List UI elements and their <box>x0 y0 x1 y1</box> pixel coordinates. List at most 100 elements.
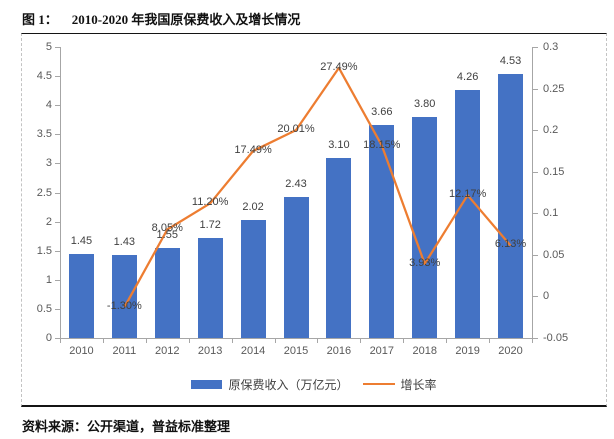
y-axis-right-tick-label: 0.3 <box>543 41 559 53</box>
x-axis-tick <box>532 338 533 343</box>
bar-value-label: 1.55 <box>156 228 178 241</box>
y-axis-left-tick-label: 0 <box>45 332 52 344</box>
bar-value-label: 2.02 <box>242 201 264 214</box>
bar-value-label: 4.26 <box>456 71 479 84</box>
y-axis-right-tick-label: -0.05 <box>543 332 569 344</box>
y-axis-right-tick <box>533 171 538 173</box>
bar-2020 <box>498 74 524 338</box>
figure-label: 图 1： <box>22 12 58 27</box>
y-axis-left-tick <box>55 338 60 339</box>
x-axis-category-label: 2018 <box>412 345 437 357</box>
bar-value-label: 4.53 <box>499 55 522 68</box>
bar-value-label: 3.10 <box>328 138 350 151</box>
growth-rate-label: 12.17% <box>448 188 487 201</box>
y-axis-left-tick <box>55 221 60 223</box>
x-axis <box>60 338 533 339</box>
bar-value-label: 2.43 <box>285 177 307 190</box>
y-axis-right-tick <box>533 47 538 48</box>
growth-rate-polyline <box>123 66 512 308</box>
y-axis-left-tick-label: 4.5 <box>36 70 52 83</box>
y-axis-right-tick-label: 0.2 <box>543 124 559 137</box>
bar-2013 <box>197 237 223 338</box>
x-axis-tick <box>446 338 448 343</box>
y-axis-left-tick-label: 2 <box>45 215 52 228</box>
bar-2019 <box>455 90 481 338</box>
x-axis-category-label: 2017 <box>369 345 395 357</box>
growth-rate-label: 8.05% <box>151 222 183 235</box>
y-axis-left-tick-label: 5 <box>45 41 52 53</box>
y-axis-left-tick-label: 1.5 <box>36 244 52 257</box>
figure-title: 图 1： 2010-2020 年我国原保费收入及增长情况 <box>22 9 300 28</box>
x-axis-tick <box>102 338 104 343</box>
x-axis-category-label: 2012 <box>155 345 180 357</box>
bar-2014 <box>240 220 266 338</box>
x-axis-tick <box>274 338 276 343</box>
legend-label: 增长率 <box>400 377 437 392</box>
bar-value-label: 1.45 <box>70 234 93 247</box>
bar-value-label: 3.66 <box>371 105 393 118</box>
y-axis-right-tick-label: 0 <box>543 290 550 303</box>
y-axis-left-tick <box>55 134 60 136</box>
bar-2017 <box>369 124 395 338</box>
x-axis-category-label: 2010 <box>69 345 94 357</box>
y-axis-left-tick <box>55 163 60 165</box>
y-axis-left-tick <box>55 105 60 107</box>
x-axis-category-label: 2011 <box>112 345 137 357</box>
growth-rate-label: 11.20% <box>191 196 229 209</box>
y-axis-left-tick <box>55 47 60 48</box>
figure-border-frame <box>21 33 607 407</box>
growth-rate-label: 18.15% <box>363 138 401 151</box>
x-axis-tick <box>489 338 491 343</box>
bar-2010 <box>68 253 94 338</box>
x-axis-tick <box>60 338 61 343</box>
x-axis-category-label: 2019 <box>455 345 480 357</box>
y-axis-right-tick <box>533 338 538 339</box>
y-axis-right-tick <box>533 254 538 256</box>
legend-item-growth-rate: 增长率 <box>362 376 437 393</box>
figure-title-text: 2010-2020 年我国原保费收入及增长情况 <box>71 12 301 27</box>
growth-rate-label: 3.93% <box>409 256 441 269</box>
legend-item-premium-income: 原保费收入（万亿元） <box>191 376 349 393</box>
legend-label: 原保费收入（万亿元） <box>228 377 349 392</box>
growth-rate-label: 17.49% <box>234 144 272 156</box>
x-axis-tick <box>403 338 405 343</box>
y-axis-left-tick <box>55 192 60 194</box>
bar-2018 <box>412 116 438 338</box>
y-axis-left-tick-label: 1 <box>45 273 52 286</box>
bar-2016 <box>326 157 352 338</box>
y-axis-right-tick-label: 0.15 <box>543 165 565 178</box>
growth-rate-label: -1.30% <box>106 300 142 313</box>
chart-legend: 原保费收入（万亿元） 增长率 <box>21 376 607 392</box>
bar-2011 <box>111 254 137 338</box>
y-axis-left <box>60 47 61 338</box>
y-axis-left-tick-label: 4 <box>45 99 52 112</box>
x-axis-category-label: 2020 <box>498 345 523 357</box>
y-axis-right-tick-label: 0.25 <box>543 82 565 95</box>
y-axis-right-tick <box>533 296 538 298</box>
data-source-note: 资料来源：公开渠道，普益标准整理 <box>22 419 231 434</box>
x-axis-tick <box>360 338 362 343</box>
y-axis-left-tick-label: 3.5 <box>36 128 52 141</box>
y-axis-right <box>532 47 533 338</box>
bar-2015 <box>283 196 309 338</box>
x-axis-tick <box>188 338 190 343</box>
bar-series-swatch <box>191 379 223 389</box>
y-axis-left-tick <box>55 279 60 281</box>
x-axis-category-label: 2014 <box>240 345 266 357</box>
y-axis-left-tick-label: 3 <box>45 157 52 170</box>
x-axis-tick <box>231 338 233 343</box>
growth-rate-label: 27.49% <box>320 60 358 73</box>
y-axis-left-tick-label: 0.5 <box>36 302 52 315</box>
y-axis-left-tick <box>55 76 60 78</box>
bar-2012 <box>154 247 180 338</box>
growth-rate-label: 6.13% <box>494 238 527 251</box>
growth-rate-label: 20.01% <box>277 123 315 136</box>
y-axis-left-tick <box>55 250 60 252</box>
y-axis-right-tick-label: 0.1 <box>543 207 559 220</box>
y-axis-left-tick <box>55 308 60 310</box>
y-axis-right-tick-label: 0.05 <box>543 248 565 261</box>
x-axis-category-label: 2013 <box>197 345 223 357</box>
x-axis-category-label: 2015 <box>283 345 309 357</box>
